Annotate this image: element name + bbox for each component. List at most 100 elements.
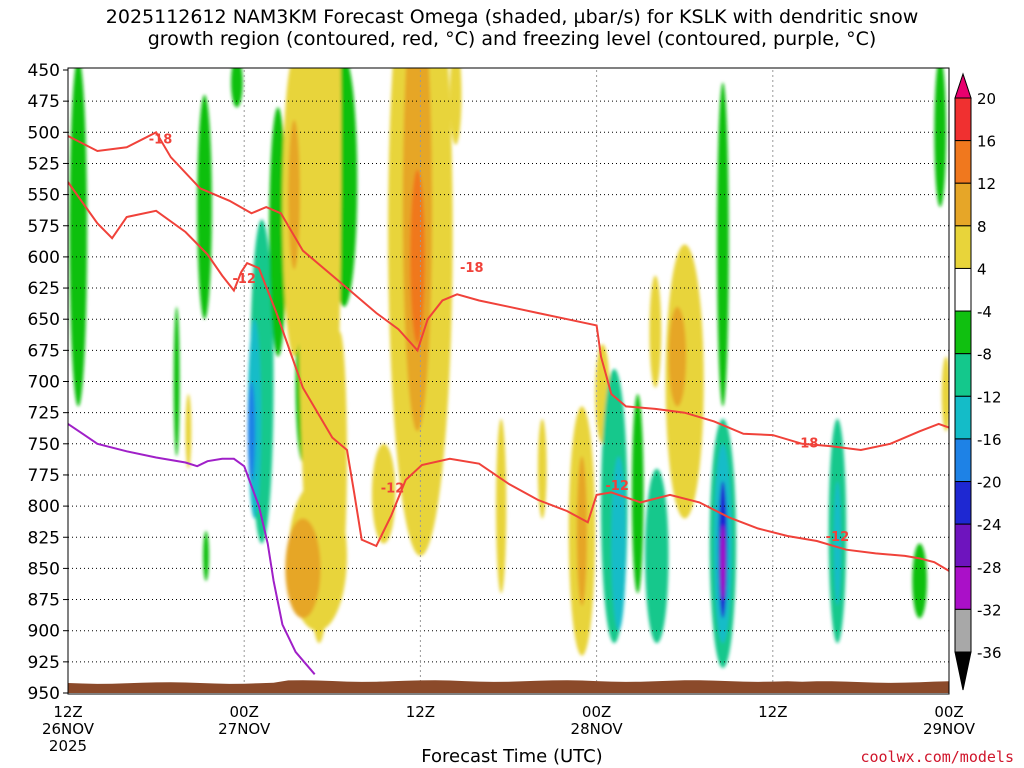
y-tick-label: 950 [28,684,60,704]
omega-blob [496,418,507,594]
y-tick-label: 675 [28,341,60,361]
colorbar-label: -28 [977,559,1002,577]
omega-blob [631,393,644,594]
x-tick-label: 2025 [48,737,88,755]
colorbar-segment [954,182,972,227]
y-tick-label: 525 [28,154,60,174]
y-tick-label: 700 [28,373,60,393]
x-tick-label: 29NOV [922,720,976,738]
contour-label: -12 [826,530,850,545]
omega-blob [576,456,588,606]
y-tick-label: 450 [28,61,60,81]
colorbar: 20 16 12 8 4 -4 -8 -12 -16 -20 -24 -28 -32 -36 [954,72,1002,691]
contour-label: -18 [795,437,819,452]
contour-label: -12 [605,479,629,494]
contour-label: -12 [381,481,405,496]
grid-lines [68,70,949,693]
omega-blob [269,107,287,357]
colorbar-segment [954,225,972,269]
omega-blob [668,306,687,407]
colorbar-top-arrow [954,72,972,99]
omega-shading [69,68,949,669]
y-tick-label: 750 [28,435,60,455]
colorbar-segment [954,310,972,355]
y-tick-label: 625 [28,279,60,299]
colorbar-segment [954,481,972,525]
y-tick-label: 725 [28,404,60,424]
colorbar-segment [954,395,972,440]
colorbar-label: 20 [977,90,996,108]
omega-blob [717,82,729,407]
title-line-1: 2025112612 NAM3KM Forecast Omega (shaded… [105,6,919,28]
credit-text: coolwx.com/models [860,748,1014,766]
terrain-surface [68,680,949,693]
omega-blob [288,119,300,270]
y-tick-label: 900 [28,622,60,642]
terrain-fill [68,680,949,693]
x-axis-title: Forecast Time (UTC) [421,746,603,767]
colorbar-segment [954,267,972,312]
omega-blob [197,94,212,320]
omega-blob [332,331,347,581]
colorbar-label: -32 [977,601,1002,619]
y-tick-label: 500 [28,123,60,143]
omega-blob [247,381,256,482]
x-tick-label: 27NOV [218,720,271,738]
omega-blob [285,518,321,619]
y-tick-label: 775 [28,466,60,486]
y-tick-label: 650 [28,310,60,330]
omega-blob [645,468,669,644]
y-tick-label: 800 [28,497,60,517]
x-tick-label: 00Z [229,703,259,721]
colorbar-label: 4 [977,260,987,278]
colorbar-segment [954,140,972,184]
colorbar-label: -16 [977,431,1002,449]
y-tick-label: 825 [28,528,60,548]
y-tick-label: 575 [28,217,60,237]
x-tick-label: 26NOV [41,720,95,738]
freezing-level-contour [68,423,316,675]
x-tick-label: 12Z [758,703,788,721]
x-tick-label: 12Z [405,703,436,721]
colorbar-label: 16 [977,133,996,151]
omega-blob [720,524,726,600]
colorbar-label: -20 [977,474,1002,492]
y-tick-label: 550 [28,186,60,206]
colorbar-segment [954,523,972,568]
y-tick-label: 600 [28,248,60,268]
contour-label: -18 [149,133,173,148]
omega-blob [934,68,947,208]
colorbar-label: -12 [977,388,1002,406]
colorbar-label: -8 [977,346,992,364]
colorbar-label: 8 [977,218,987,236]
omega-blob [230,68,243,108]
contour-label: -18 [460,261,484,276]
x-tick-label: 00Z [581,703,612,721]
colorbar-segment [954,608,972,653]
title-line-2: growth region (contoured, red, °C) and f… [147,28,877,50]
colorbar-segment [954,97,972,142]
omega-blob [449,68,462,145]
colorbar-segment [954,353,972,397]
colorbar-segment [954,566,972,610]
omega-blob [941,356,949,432]
omega-blob [410,169,425,345]
colorbar-label: -36 [977,644,1002,662]
omega-blob [69,68,88,407]
omega-blob [611,456,626,631]
colorbar-label: 12 [977,175,996,193]
dgz-contour [68,130,949,452]
colorbar-label: -24 [977,516,1002,534]
y-tick-label: 875 [28,591,60,611]
omega-blob [185,393,192,469]
x-tick-label: 00Z [934,703,964,721]
contour-label: -12 [232,272,256,287]
colorbar-label: -4 [977,303,992,321]
colorbar-bottom-arrow [954,651,972,691]
temperature-contours: -18 -12 -18 -12 -12 -18 -12 [68,130,949,675]
omega-blob [203,531,209,581]
y-tick-label: 925 [28,653,60,673]
x-tick-label: 12Z [53,703,83,721]
dgz-contour [68,181,949,572]
